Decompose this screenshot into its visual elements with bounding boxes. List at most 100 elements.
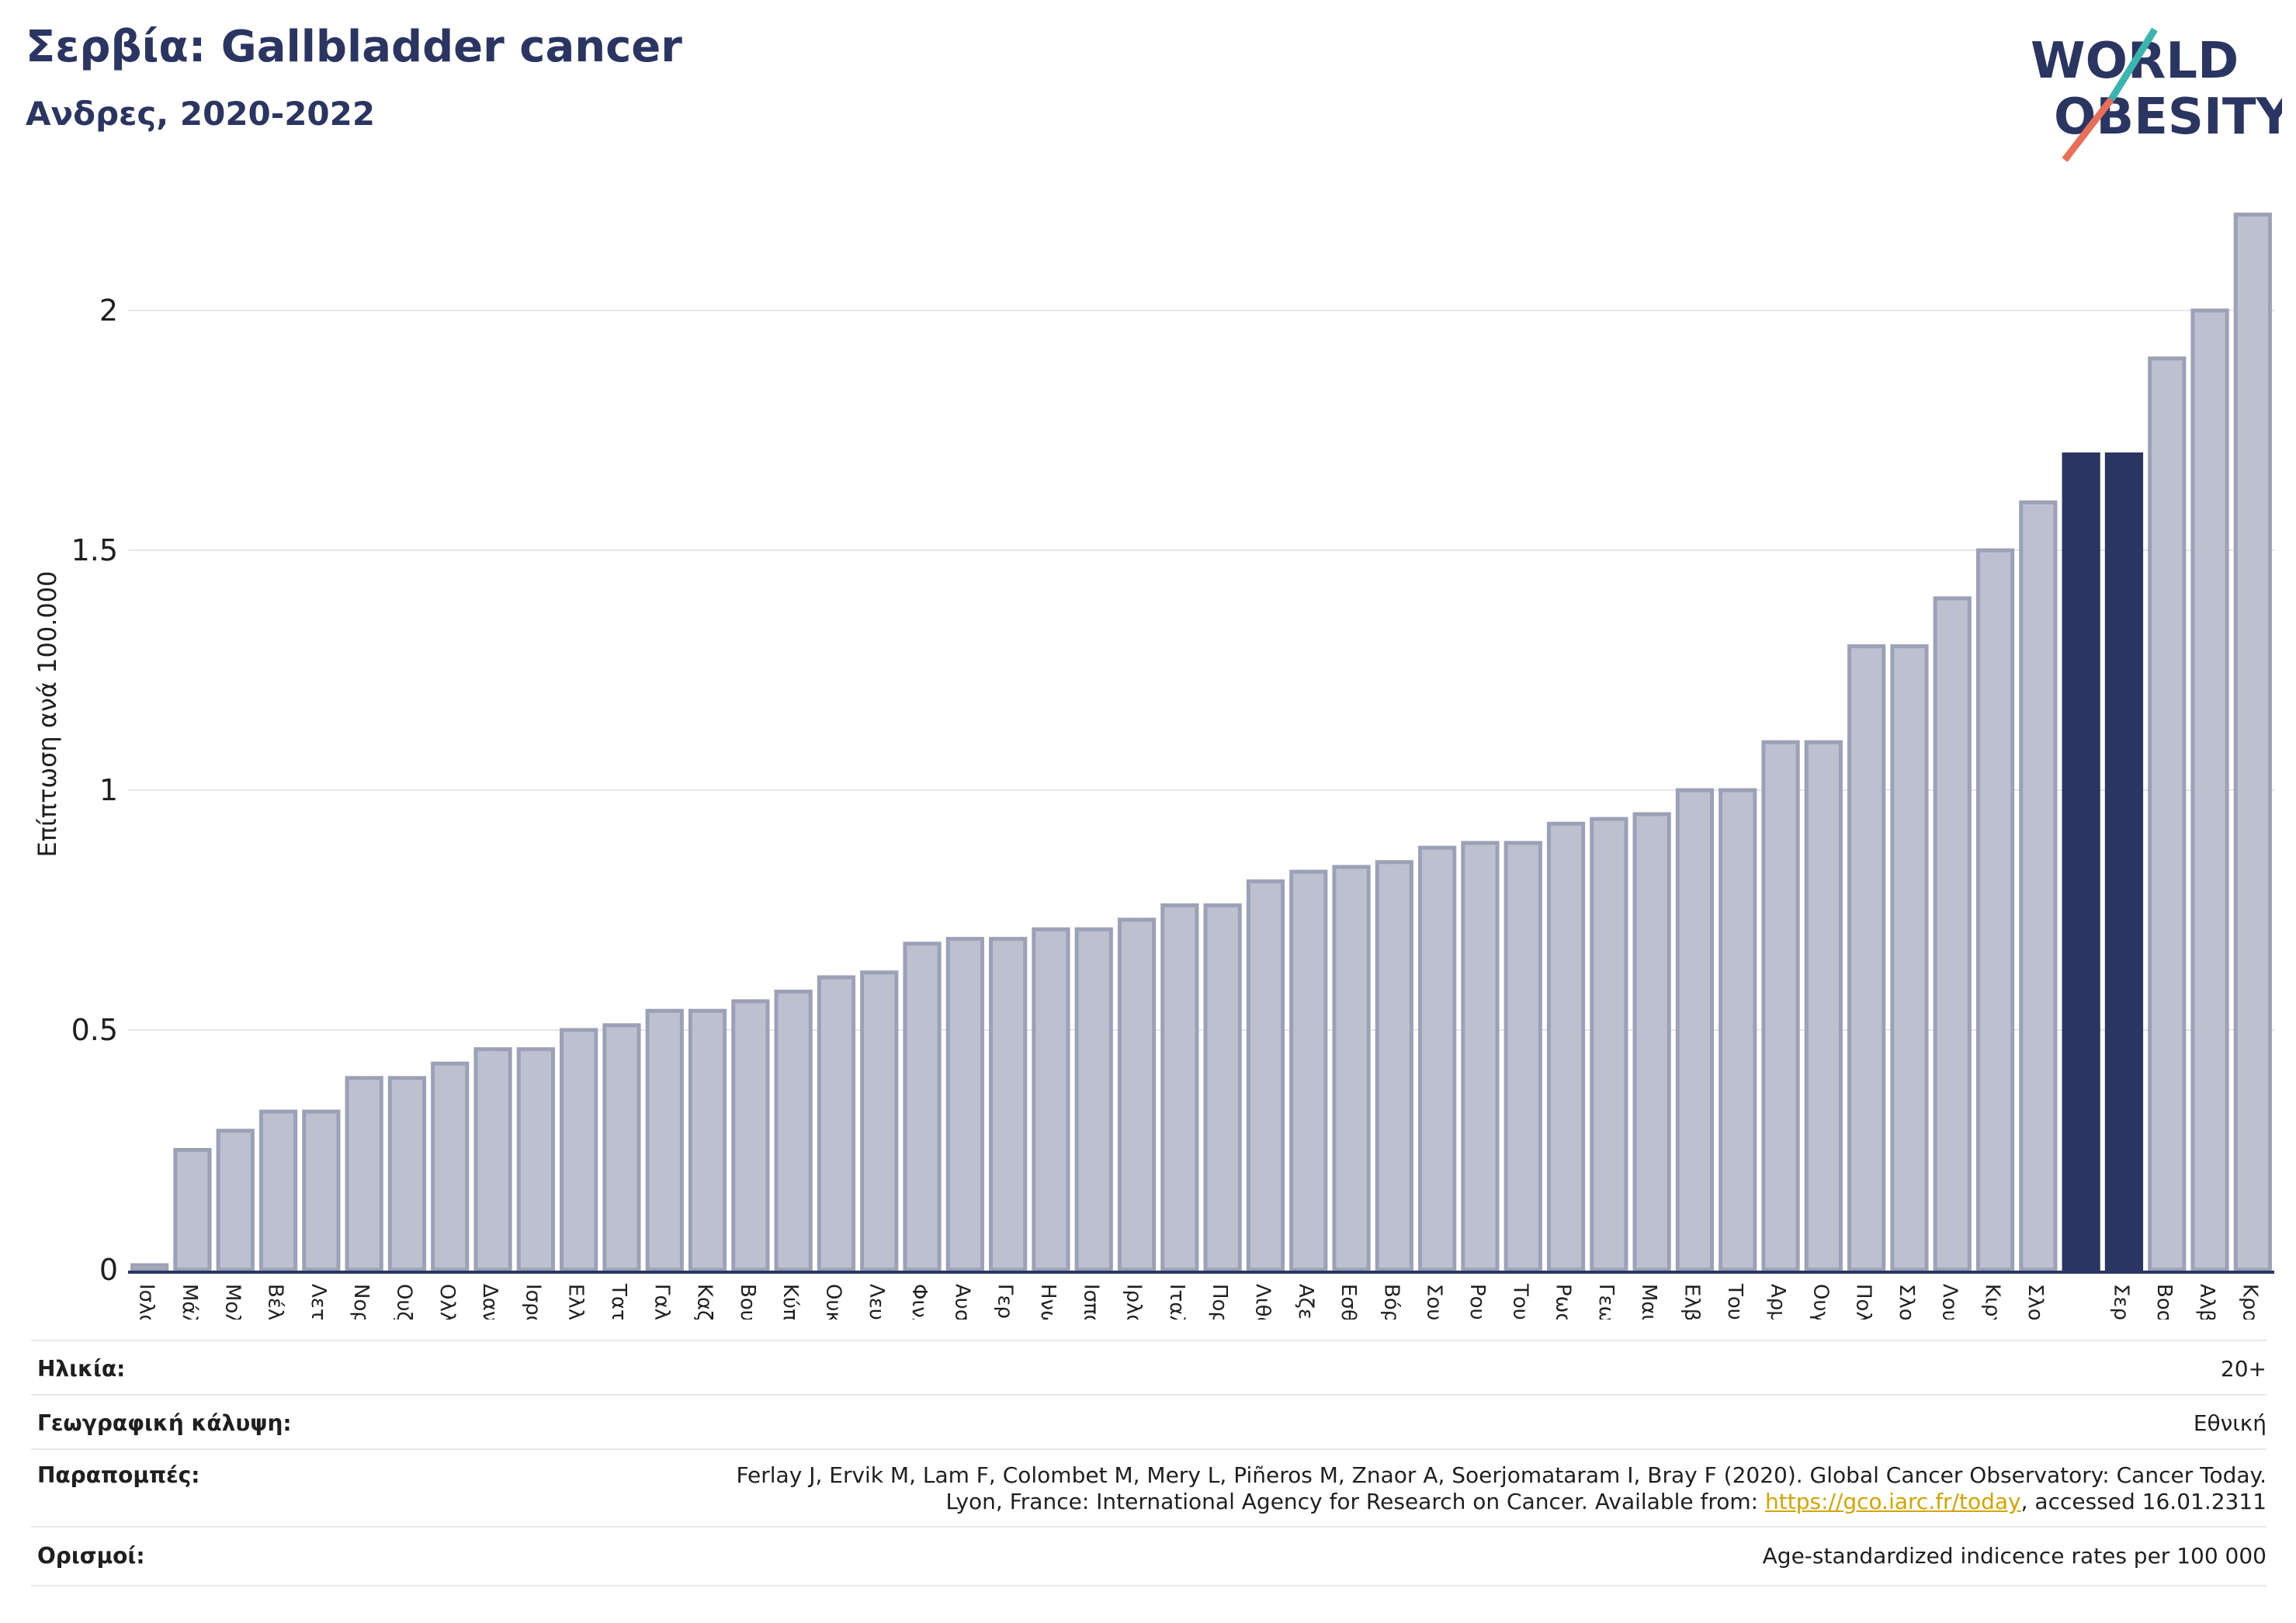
- x-tick-label: Τουρκία: [1508, 1283, 1531, 1320]
- x-tick-label: Τουρκμενιστάν: [1723, 1283, 1746, 1320]
- definitions-label: Ορισμοί:: [37, 1543, 145, 1569]
- x-tick-label: Σλοβακία: [1895, 1284, 1918, 1320]
- y-tick-label: 1: [99, 773, 118, 807]
- x-tick-label: Σλοβενία: [2024, 1284, 2047, 1320]
- x-tick-label: Βέλγιο: [264, 1284, 287, 1320]
- bar: [989, 937, 1028, 1272]
- bar: [1933, 596, 1972, 1272]
- bar: [1461, 841, 1500, 1272]
- bar-chart: 0 0.5 1 1.5 2 Ισλανδία Μάλτα Μολδαβία Βέλγιο Λετ…: [33, 212, 2274, 1320]
- bar: [817, 975, 856, 1272]
- x-tick-label: Ουκρανία: [821, 1284, 845, 1320]
- bar: [1975, 548, 2015, 1272]
- bar: [2019, 500, 2058, 1272]
- bar: [130, 1263, 169, 1272]
- bar: [1675, 788, 1715, 1272]
- x-tick-label: Λευκορωσία: [865, 1284, 888, 1320]
- bar: [2233, 212, 2272, 1272]
- x-tick-label: Ουζμπεκιστάν: [392, 1284, 415, 1320]
- y-tick-label: 2: [99, 293, 118, 328]
- bar: [1418, 845, 1457, 1272]
- bar: [1847, 644, 1886, 1272]
- x-tick-label: Ιταλία: [1165, 1284, 1188, 1320]
- x-tick-label: Κροατία: [2238, 1284, 2261, 1320]
- bar: [903, 942, 942, 1272]
- bar: [2062, 452, 2100, 1272]
- x-tick-label: Ολλανδία: [435, 1284, 459, 1320]
- bar: [1590, 817, 1628, 1272]
- x-tick-label: Μάλτα: [178, 1284, 201, 1320]
- y-tick-label: 0.5: [71, 1013, 118, 1047]
- bar: [860, 970, 899, 1272]
- bar: [1804, 740, 1843, 1272]
- bar: [345, 1076, 383, 1272]
- x-tick-label: Κιργιστάν: [1981, 1284, 2004, 1320]
- x-tick-label: Βουλγαρία: [736, 1284, 759, 1320]
- bar: [731, 999, 770, 1272]
- bar: [1632, 812, 1671, 1272]
- x-tick-label: Δανία: [478, 1284, 501, 1320]
- x-tick-label: Νορβηγία: [349, 1284, 373, 1320]
- bar: [431, 1061, 470, 1272]
- x-tick-label: Γεωργία: [1594, 1284, 1618, 1320]
- y-axis-ticks: 0 0.5 1 1.5 2: [71, 293, 118, 1287]
- coverage-label: Γεωγραφική κάλυψη:: [37, 1410, 292, 1436]
- definitions-value: Age-standardized indicence rates per 100…: [1762, 1543, 2267, 1569]
- x-tick-label: Αρμενία: [1766, 1284, 1789, 1320]
- x-tick-label: Γερμανία: [994, 1284, 1017, 1320]
- bar: [258, 1109, 298, 1272]
- bar: [1246, 879, 1285, 1272]
- y-axis-label: Επίπτωση ανά 100.000: [33, 571, 62, 858]
- bar: [173, 1148, 212, 1272]
- info-row-coverage: Γεωγραφική κάλυψη: Εθνική: [31, 1394, 2267, 1450]
- references-line-1: Ferlay J, Ervik M, Lam F, Colombet M, Me…: [736, 1462, 2267, 1488]
- x-tick-label: Λιθουανία: [1250, 1284, 1274, 1320]
- x-tick-label: Ρουμανία: [1465, 1284, 1489, 1320]
- x-tick-label: Βόρεια Μακεδονία: [1379, 1284, 1403, 1320]
- x-tick-label: Ισπανία: [1079, 1284, 1102, 1320]
- x-tick-label: Ουγγαρία: [1809, 1284, 1832, 1320]
- x-tick-label: Αζερμπαϊτζάν: [1294, 1284, 1317, 1320]
- page-title: Σερβία: Gallbladder cancer: [26, 22, 682, 72]
- x-tick-label: Γαλλία: [650, 1284, 673, 1320]
- info-row-age: Ηλικία: 20+: [31, 1340, 2267, 1396]
- references-label: Παραπομπές:: [37, 1462, 200, 1488]
- bar: [1032, 927, 1070, 1272]
- x-tick-label: Καζακστάν: [693, 1284, 716, 1320]
- references-value: Ferlay J, Ervik M, Lam F, Colombet M, Me…: [736, 1462, 2267, 1515]
- references-link[interactable]: https://gco.iarc.fr/today: [1765, 1489, 2021, 1514]
- bars: [130, 212, 2272, 1272]
- x-tick-label: Αυστρία: [950, 1284, 973, 1320]
- x-tick-label: Λουξεμβούργο: [1937, 1284, 1961, 1320]
- x-tick-label: Ελλάδα: [564, 1284, 588, 1320]
- references-line-2: Lyon, France: International Agency for R…: [945, 1489, 2267, 1514]
- bar: [302, 1109, 341, 1272]
- bar: [1289, 869, 1328, 1272]
- bar: [1719, 788, 1757, 1272]
- bar: [1761, 740, 1800, 1272]
- bar: [1503, 841, 1542, 1272]
- x-tick-label: Τατζικιστάν: [607, 1283, 630, 1320]
- world-obesity-logo: WORLD OBESITY: [2031, 27, 2282, 162]
- bar: [1074, 927, 1113, 1272]
- bar: [1160, 903, 1199, 1272]
- x-tick-label: Αλβανία: [2195, 1284, 2218, 1320]
- bar: [774, 990, 813, 1272]
- info-row-references: Παραπομπές: Ferlay J, Ervik M, Lam F, Co…: [31, 1448, 2267, 1528]
- x-tick-label: Μολδαβία: [220, 1284, 244, 1320]
- bar: [1332, 865, 1371, 1272]
- info-row-definitions: Ορισμοί: Age-standardized indicence rate…: [31, 1526, 2267, 1587]
- x-tick-label: Πορτογαλία: [1208, 1284, 1231, 1320]
- x-tick-label: Ισλανδία: [135, 1284, 158, 1320]
- bar: [1375, 860, 1413, 1272]
- x-tick-label: Σερβία: [2109, 1284, 2132, 1320]
- y-tick-label: 0: [99, 1253, 118, 1287]
- x-tick-label: Ελβετία: [1680, 1284, 1703, 1320]
- bar: [473, 1047, 512, 1272]
- bar: [216, 1129, 255, 1272]
- x-tick-label: Ρωσική Ομοσπονδία: [1552, 1284, 1575, 1320]
- coverage-value: Εθνική: [2193, 1410, 2267, 1436]
- x-tick-label: Βοσνία και Ερζεγοβίνη: [2152, 1284, 2176, 1320]
- page-subtitle: Ανδρες, 2020-2022: [26, 95, 376, 133]
- y-tick-label: 1.5: [71, 533, 118, 567]
